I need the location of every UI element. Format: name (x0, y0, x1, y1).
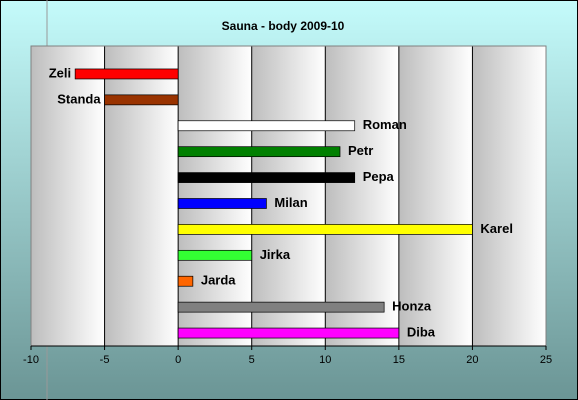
x-tick-label: 25 (540, 354, 552, 366)
bar (177, 249, 253, 261)
x-tick-label: 20 (466, 354, 478, 366)
grid-band (104, 46, 179, 346)
bar-label: Jirka (260, 247, 291, 262)
bar-label: Jarda (201, 273, 236, 288)
bar (177, 120, 356, 132)
bar (177, 172, 356, 183)
bar-label: Standa (57, 91, 101, 106)
x-tick-label: 0 (175, 354, 181, 366)
x-tick-label: -5 (100, 354, 110, 366)
grid-band (472, 46, 546, 346)
bar-label: Karel (480, 221, 513, 236)
x-tick-label: 15 (393, 354, 405, 366)
grid-band (31, 46, 105, 346)
bar-label: Zeli (49, 65, 71, 80)
bar (177, 146, 341, 158)
bar-label: Milan (274, 195, 307, 210)
grid-band (251, 46, 326, 346)
bar (177, 301, 385, 313)
bar (74, 68, 179, 80)
bar-label: Honza (392, 299, 432, 314)
bar-label: Petr (348, 143, 373, 158)
grid-band (398, 46, 473, 346)
bar-label: Pepa (363, 169, 395, 184)
bar-label: Diba (407, 324, 436, 339)
x-tick-label: 10 (319, 354, 331, 366)
chart-title: Sauna - body 2009-10 (222, 19, 345, 33)
bar (177, 198, 267, 209)
bar (104, 94, 179, 106)
x-tick-label: 5 (249, 354, 255, 366)
bar (177, 327, 400, 339)
bar (177, 224, 473, 235)
bar (177, 275, 194, 287)
x-tick-label: -10 (23, 354, 39, 366)
bar-label: Roman (363, 117, 407, 132)
grid-band (178, 46, 252, 346)
grid-band (325, 46, 399, 346)
